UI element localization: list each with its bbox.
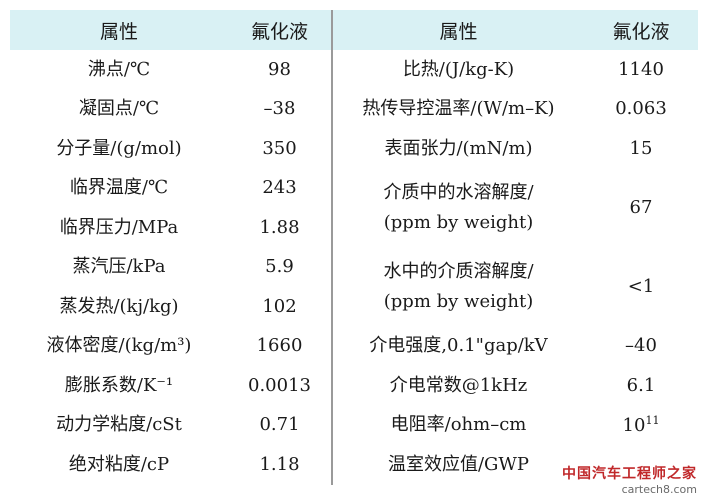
table-row: 液体密度/(kg/m³) 1660 介电强度,0.1"gap/kV –40 bbox=[10, 326, 698, 366]
property-value: <1 bbox=[627, 276, 655, 298]
value-base: 10 bbox=[622, 414, 646, 436]
property-name: 临界压力/MPa bbox=[59, 216, 179, 238]
property-name: 临界温度/℃ bbox=[69, 177, 169, 199]
property-value: 1.18 bbox=[228, 445, 333, 485]
table-row: 临界压力/MPa 1.88 bbox=[10, 208, 698, 248]
property-name: 蒸发热/(kj/kg) bbox=[59, 295, 179, 317]
property-name: 动力学粘度/cSt bbox=[56, 414, 182, 436]
table-row: 临界温度/℃ 243 介质中的水溶解度/ (ppm by weight) 67 bbox=[10, 168, 698, 233]
property-name-water-solubility: 介质中的水溶解度/ (ppm by weight) bbox=[332, 169, 584, 248]
property-value bbox=[584, 445, 698, 485]
property-name-line: (ppm by weight) bbox=[383, 212, 534, 233]
header-property-left: 属性 bbox=[10, 10, 228, 50]
property-value: 5.9 bbox=[228, 247, 333, 287]
property-name: 液体密度/(kg/m³) bbox=[46, 335, 192, 357]
property-name: 温室效应值/GWP bbox=[387, 453, 530, 475]
property-value: 1.88 bbox=[228, 208, 333, 248]
property-value: 0.71 bbox=[228, 405, 333, 445]
property-name: 膨胀系数/K⁻¹ bbox=[64, 374, 174, 396]
property-name-line: (ppm by weight) bbox=[383, 291, 534, 312]
value-exponent: 11 bbox=[645, 413, 660, 427]
property-value: –40 bbox=[625, 335, 657, 357]
property-value: 1011 bbox=[584, 406, 698, 446]
property-value: –38 bbox=[228, 89, 333, 129]
property-name-line: 介质中的水溶解度/ bbox=[383, 182, 534, 203]
table-row: 动力学粘度/cSt 0.71 电阻率/ohm–cm 1011 bbox=[10, 405, 698, 446]
header-fluid-left: 氟化液 bbox=[228, 10, 333, 50]
table-row: 蒸发热/(kj/kg) 102 bbox=[10, 287, 698, 327]
property-name: 分子量/(g/mol) bbox=[56, 137, 182, 159]
property-value: 67 bbox=[629, 197, 653, 219]
property-name: 电阻率/ohm–cm bbox=[390, 414, 527, 436]
property-value: 15 bbox=[629, 137, 653, 159]
header-property-right: 属性 bbox=[332, 10, 584, 50]
property-name: 介电强度,0.1"gap/kV bbox=[369, 335, 548, 357]
property-name: 比热/(J/kg-K) bbox=[402, 58, 515, 80]
property-value: 0.063 bbox=[615, 98, 667, 120]
header-fluid-right: 氟化液 bbox=[584, 10, 698, 50]
property-name-fluid-solubility: 水中的介质溶解度/ (ppm by weight) bbox=[332, 248, 584, 327]
property-value: 98 bbox=[228, 50, 333, 90]
table-row: 凝固点/℃ –38 热传导控温率/(W/m–K) 0.063 bbox=[10, 89, 698, 129]
property-value: 350 bbox=[228, 129, 333, 169]
property-value: 0.0013 bbox=[228, 366, 333, 406]
fluorinated-fluid-property-table: 属性 氟化液 属性 氟化液 沸点/℃ 98 比热/(J/kg-K) 1140 凝… bbox=[10, 10, 698, 485]
property-name-line: 水中的介质溶解度/ bbox=[383, 261, 534, 282]
table-row: 分子量/(g/mol) 350 表面张力/(mN/m) 15 bbox=[10, 129, 698, 169]
property-name: 蒸汽压/kPa bbox=[72, 256, 166, 278]
property-name: 表面张力/(mN/m) bbox=[384, 137, 533, 159]
property-value: 1660 bbox=[228, 326, 333, 366]
property-value: 102 bbox=[228, 287, 333, 327]
property-name: 凝固点/℃ bbox=[78, 98, 160, 120]
property-name: 绝对粘度/cP bbox=[68, 453, 170, 475]
property-name: 热传导控温率/(W/m–K) bbox=[362, 98, 555, 120]
table-row: 绝对粘度/cP 1.18 温室效应值/GWP bbox=[10, 445, 698, 485]
table-row: 沸点/℃ 98 比热/(J/kg-K) 1140 bbox=[10, 50, 698, 90]
table-row: 膨胀系数/K⁻¹ 0.0013 介电常数@1kHz 6.1 bbox=[10, 366, 698, 406]
property-value: 6.1 bbox=[626, 374, 656, 396]
property-table-container: 属性 氟化液 属性 氟化液 沸点/℃ 98 比热/(J/kg-K) 1140 凝… bbox=[10, 10, 698, 495]
table-header-row: 属性 氟化液 属性 氟化液 bbox=[10, 10, 698, 50]
property-value: 243 bbox=[228, 168, 333, 208]
property-name: 沸点/℃ bbox=[87, 58, 151, 80]
table-row: 蒸汽压/kPa 5.9 水中的介质溶解度/ (ppm by weight) <1 bbox=[10, 247, 698, 312]
property-name: 介电常数@1kHz bbox=[389, 374, 528, 396]
property-value: 1140 bbox=[618, 58, 664, 80]
